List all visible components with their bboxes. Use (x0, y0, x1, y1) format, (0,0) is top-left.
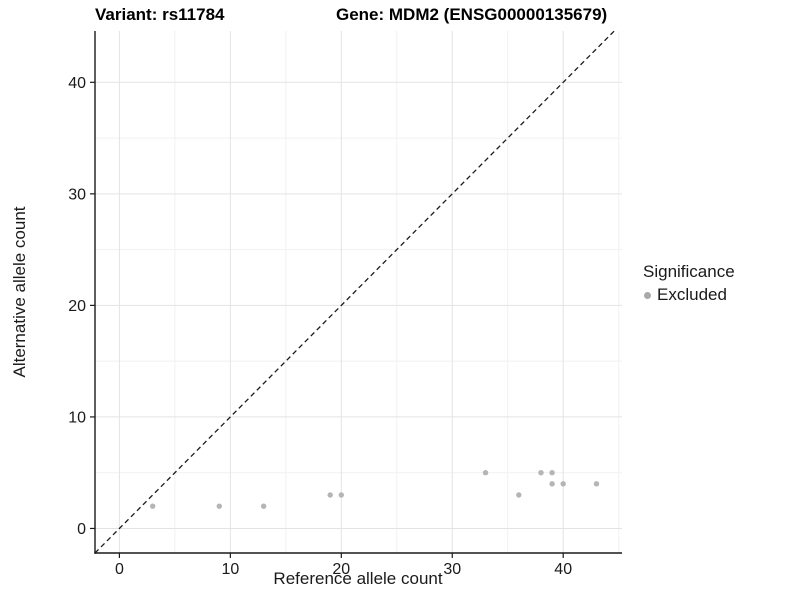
x-tick-label: 40 (554, 561, 572, 578)
data-point (593, 481, 600, 487)
data-points-group (149, 469, 600, 509)
gridlines-major (95, 31, 622, 553)
data-point (260, 503, 267, 509)
data-point (338, 492, 345, 498)
tick-labels-group: 0 10 20 30 40 0 10 20 30 40 (68, 75, 572, 578)
plot-panel (95, 31, 622, 553)
x-tick-label: 0 (115, 561, 124, 578)
x-tick-label: 10 (221, 561, 239, 578)
data-point (149, 503, 156, 509)
data-point (216, 503, 222, 509)
panel-background (95, 31, 622, 553)
x-tick-label: 30 (443, 561, 461, 578)
axis-lines-group (94, 31, 622, 554)
gridlines-minor (95, 31, 622, 553)
data-point (549, 469, 555, 476)
x-tick-label: 20 (332, 561, 350, 578)
y-axis-title: Alternative allele count (10, 206, 29, 378)
legend-point-icon (644, 291, 651, 299)
y-tick-label: 40 (68, 75, 86, 92)
y-tick-label: 20 (68, 298, 86, 315)
data-point (327, 492, 333, 498)
plot-title-variant: Variant: rs11784 (95, 5, 225, 24)
legend-item-excluded: Excluded (641, 285, 735, 305)
y-tick-label: 0 (77, 521, 86, 538)
y-tick-label: 30 (68, 186, 86, 203)
tick-marks-group (90, 81, 564, 558)
data-point (549, 481, 555, 487)
legend: Significance Excluded (641, 262, 735, 305)
data-point (482, 469, 489, 476)
y-tick-label: 10 (68, 409, 86, 426)
data-point (560, 481, 566, 487)
data-point (538, 469, 544, 476)
identity-line (94, 30, 615, 554)
data-point (516, 492, 522, 498)
identity-line-group (94, 30, 615, 554)
legend-item-label: Excluded (657, 285, 727, 304)
x-axis-title: Reference allele count (273, 569, 443, 588)
plot-title-gene: Gene: MDM2 (ENSG00000135679) (336, 5, 608, 24)
legend-title: Significance (643, 262, 735, 281)
